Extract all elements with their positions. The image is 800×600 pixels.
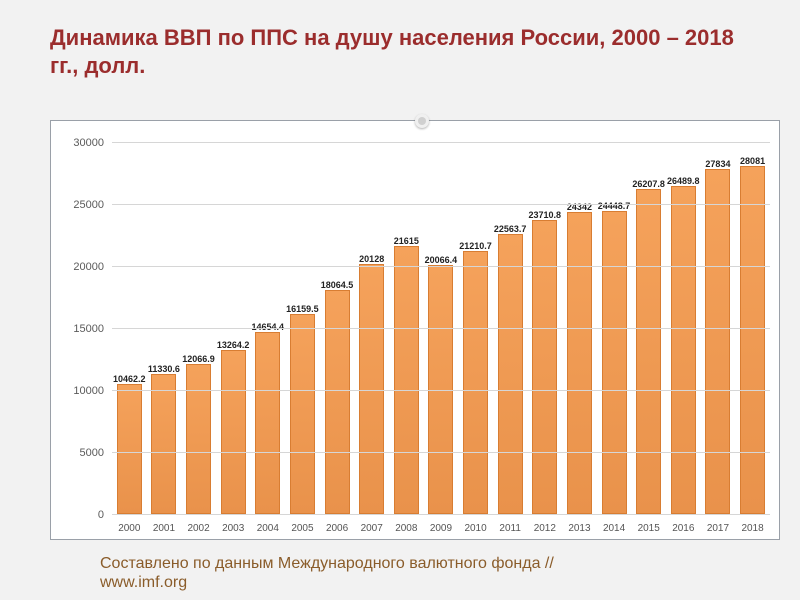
x-tick-label: 2006 <box>320 523 355 534</box>
x-tick-label: 2010 <box>458 523 493 534</box>
grid-line: 25000 <box>112 204 770 205</box>
x-tick-label: 2004 <box>251 523 286 534</box>
value-label: 21615 <box>394 236 419 246</box>
bar <box>602 211 627 514</box>
y-tick-label: 20000 <box>73 261 104 273</box>
value-label: 28081 <box>740 156 765 166</box>
x-tick-label: 2007 <box>354 523 389 534</box>
bar <box>532 220 557 514</box>
x-tick-label: 2002 <box>181 523 216 534</box>
x-tick-label: 2016 <box>666 523 701 534</box>
x-tick-label: 2018 <box>735 523 770 534</box>
slide: Динамика ВВП по ППС на душу населения Ро… <box>0 0 800 600</box>
bar <box>290 314 315 514</box>
value-label: 26207.8 <box>632 179 665 189</box>
bar <box>671 186 696 514</box>
value-label: 26489.8 <box>667 176 700 186</box>
bar <box>705 169 730 514</box>
bar <box>221 350 246 514</box>
grid-line: 5000 <box>112 452 770 453</box>
bar <box>186 364 211 514</box>
source-text: Составлено по данным Международного валю… <box>100 555 554 592</box>
grid-line: 30000 <box>112 142 770 143</box>
y-tick-label: 15000 <box>73 323 104 335</box>
x-tick-label: 2009 <box>424 523 459 534</box>
value-label: 12066.9 <box>182 354 215 364</box>
grid-line: 0 <box>112 514 770 515</box>
value-label: 13264.2 <box>217 340 250 350</box>
x-tick-label: 2008 <box>389 523 424 534</box>
value-label: 22563.7 <box>494 224 527 234</box>
x-axis-labels: 2000200120022003200420052006200720082009… <box>112 523 770 534</box>
bar <box>740 166 765 514</box>
value-label: 20066.4 <box>425 255 458 265</box>
bar <box>117 384 142 514</box>
chart-title: Динамика ВВП по ППС на душу населения Ро… <box>0 0 800 89</box>
bar <box>394 246 419 514</box>
y-tick-label: 30000 <box>73 137 104 149</box>
bar <box>463 251 488 514</box>
value-label: 20128 <box>359 254 384 264</box>
y-tick-label: 0 <box>98 509 104 521</box>
x-tick-label: 2015 <box>631 523 666 534</box>
chart-area: 10462.211330.612066.913264.214654.416159… <box>50 120 780 540</box>
bar <box>567 212 592 514</box>
bar <box>151 374 176 514</box>
x-tick-label: 2014 <box>597 523 632 534</box>
value-label: 27834 <box>705 159 730 169</box>
x-tick-label: 2003 <box>216 523 251 534</box>
x-tick-label: 2001 <box>147 523 182 534</box>
value-label: 24448.7 <box>598 201 631 211</box>
value-label: 16159.5 <box>286 304 319 314</box>
source-line-1: Составлено по данным Международного валю… <box>100 555 554 572</box>
value-label: 18064.5 <box>321 280 354 290</box>
x-tick-label: 2005 <box>285 523 320 534</box>
value-label: 23710.8 <box>529 210 562 220</box>
bar <box>636 189 661 514</box>
grid-line: 20000 <box>112 266 770 267</box>
decorative-dial-icon <box>415 114 429 128</box>
y-tick-label: 5000 <box>80 447 104 459</box>
bar <box>255 332 280 514</box>
value-label: 21210.7 <box>459 241 492 251</box>
bar <box>325 290 350 514</box>
x-tick-label: 2013 <box>562 523 597 534</box>
y-tick-label: 25000 <box>73 199 104 211</box>
bar <box>498 234 523 514</box>
x-tick-label: 2017 <box>701 523 736 534</box>
grid-line: 10000 <box>112 390 770 391</box>
plot-region: 10462.211330.612066.913264.214654.416159… <box>112 142 770 514</box>
value-label: 11330.6 <box>148 364 180 374</box>
x-tick-label: 2012 <box>528 523 563 534</box>
x-tick-label: 2000 <box>112 523 147 534</box>
value-label: 10462.2 <box>113 374 146 384</box>
y-tick-label: 10000 <box>73 385 104 397</box>
x-tick-label: 2011 <box>493 523 528 534</box>
grid-line: 15000 <box>112 328 770 329</box>
source-line-2: www.imf.org <box>100 574 187 591</box>
